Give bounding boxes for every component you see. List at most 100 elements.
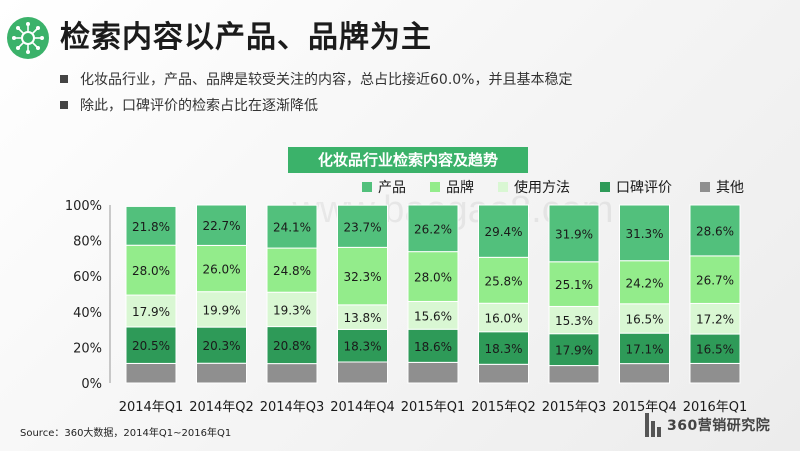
y-tick-label: 100% bbox=[65, 199, 102, 214]
x-tick-label: 2016年Q1 bbox=[683, 400, 748, 415]
bar-segment bbox=[125, 362, 177, 384]
legend-label: 使用方法 bbox=[514, 179, 570, 196]
x-tick-label: 2015年Q4 bbox=[612, 400, 677, 415]
bar-segment bbox=[548, 305, 600, 335]
data-label: 16.0% bbox=[484, 311, 522, 325]
bullet-square-icon bbox=[60, 101, 68, 109]
x-tick-label: 2014年Q4 bbox=[330, 400, 395, 415]
bar-segment bbox=[196, 362, 247, 384]
data-label: 20.8% bbox=[273, 339, 311, 353]
bar-segment bbox=[407, 251, 459, 302]
bullet-item: 除此，口碑评价的检索占比在逐渐降低 bbox=[60, 92, 572, 118]
legend-label: 品牌 bbox=[446, 179, 474, 196]
brand-bars-icon bbox=[645, 413, 663, 437]
data-label: 16.5% bbox=[696, 343, 734, 357]
bar-segment bbox=[125, 205, 177, 246]
data-label: 26.7% bbox=[696, 274, 734, 288]
y-tick-label: 0% bbox=[81, 377, 102, 392]
bar-segment bbox=[125, 326, 177, 364]
bar-segment bbox=[337, 304, 388, 330]
data-label: 20.3% bbox=[202, 339, 240, 353]
y-tick-label: 60% bbox=[73, 270, 102, 285]
bar-segment bbox=[407, 328, 459, 363]
legend-swatch bbox=[430, 182, 440, 192]
bar-segment bbox=[337, 204, 388, 248]
legend-label: 口碑评价 bbox=[616, 180, 672, 196]
chart-title: 化妆品行业检索内容及趋势 bbox=[288, 147, 528, 173]
page-title: 检索内容以产品、品牌为主 bbox=[60, 20, 432, 55]
data-label: 31.3% bbox=[625, 227, 663, 241]
x-tick-label: 2015年Q3 bbox=[542, 400, 607, 415]
data-label: 25.1% bbox=[555, 278, 593, 292]
data-label: 24.2% bbox=[625, 276, 663, 290]
bar-segment bbox=[689, 204, 741, 257]
bar-segment bbox=[196, 204, 247, 246]
bar-segment bbox=[266, 363, 318, 384]
network-icon bbox=[7, 17, 49, 59]
bar-segment bbox=[548, 365, 600, 384]
y-tick-label: 80% bbox=[73, 235, 102, 250]
data-label: 26.2% bbox=[414, 222, 452, 236]
data-label: 25.8% bbox=[484, 274, 522, 288]
data-label: 18.3% bbox=[484, 342, 522, 356]
bar-segment bbox=[478, 302, 529, 333]
bar-segment bbox=[196, 291, 247, 328]
data-label: 17.1% bbox=[625, 342, 663, 356]
data-label: 28.0% bbox=[414, 271, 452, 285]
x-tick-label: 2014年Q1 bbox=[119, 400, 184, 415]
data-label: 17.9% bbox=[132, 305, 170, 319]
x-tick-label: 2014年Q2 bbox=[189, 400, 254, 415]
bar-segment bbox=[548, 204, 600, 263]
bar-segment bbox=[407, 204, 459, 253]
legend-swatch bbox=[600, 182, 610, 192]
data-label: 20.5% bbox=[132, 339, 170, 353]
data-label: 17.9% bbox=[555, 344, 593, 358]
data-label: 13.8% bbox=[343, 311, 381, 325]
data-label: 32.3% bbox=[343, 270, 381, 284]
bar-segment bbox=[266, 204, 318, 249]
bar-segment bbox=[689, 255, 741, 304]
data-label: 18.6% bbox=[414, 340, 452, 354]
bar-segment bbox=[619, 363, 670, 384]
source-note: Source：360大数据，2014年Q1~2016年Q1 bbox=[20, 428, 232, 439]
data-label: 23.7% bbox=[343, 220, 381, 234]
data-label: 19.3% bbox=[273, 303, 311, 317]
data-label: 26.0% bbox=[202, 263, 240, 277]
legend-swatch bbox=[498, 182, 508, 192]
bullet-list: 化妆品行业，产品、品牌是较受关注的内容，总占比接近60.0%，并且基本稳定 除此… bbox=[60, 66, 572, 118]
bar-segment bbox=[407, 361, 459, 384]
data-label: 29.4% bbox=[484, 225, 522, 239]
bar-segment bbox=[337, 361, 388, 384]
bar-segment bbox=[478, 204, 529, 258]
data-label: 21.8% bbox=[132, 220, 170, 234]
brand-name: 360营销研究院 bbox=[667, 418, 771, 434]
data-label: 28.6% bbox=[696, 224, 734, 238]
legend-label: 其他 bbox=[716, 180, 744, 196]
data-label: 15.6% bbox=[414, 309, 452, 323]
bar-segment bbox=[478, 363, 529, 384]
data-label: 28.0% bbox=[132, 264, 170, 278]
y-tick-label: 40% bbox=[73, 306, 102, 321]
x-tick-label: 2015年Q1 bbox=[401, 400, 466, 415]
bullet-text: 除此，口碑评价的检索占比在逐渐降低 bbox=[80, 98, 318, 114]
bar-segment bbox=[619, 204, 670, 262]
legend-label: 产品 bbox=[378, 180, 406, 196]
bar-segment bbox=[337, 328, 388, 363]
bullet-square-icon bbox=[60, 75, 68, 83]
data-label: 24.1% bbox=[273, 221, 311, 235]
legend-swatch bbox=[362, 182, 372, 192]
data-label: 31.9% bbox=[555, 227, 593, 241]
data-label: 22.7% bbox=[202, 219, 240, 233]
bar-segment bbox=[407, 300, 459, 330]
bar-segment bbox=[478, 331, 529, 365]
data-label: 19.9% bbox=[202, 303, 240, 317]
bar-segment bbox=[689, 302, 741, 335]
bar-segment bbox=[125, 244, 177, 296]
data-label: 16.5% bbox=[625, 312, 663, 326]
bullet-text: 化妆品行业，产品、品牌是较受关注的内容，总占比接近60.0%，并且基本稳定 bbox=[80, 72, 573, 88]
x-tick-label: 2014年Q3 bbox=[260, 400, 325, 415]
data-label: 17.2% bbox=[696, 313, 734, 327]
data-label: 24.8% bbox=[273, 264, 311, 278]
bar-segment bbox=[266, 326, 318, 365]
bar-segment bbox=[196, 244, 247, 293]
